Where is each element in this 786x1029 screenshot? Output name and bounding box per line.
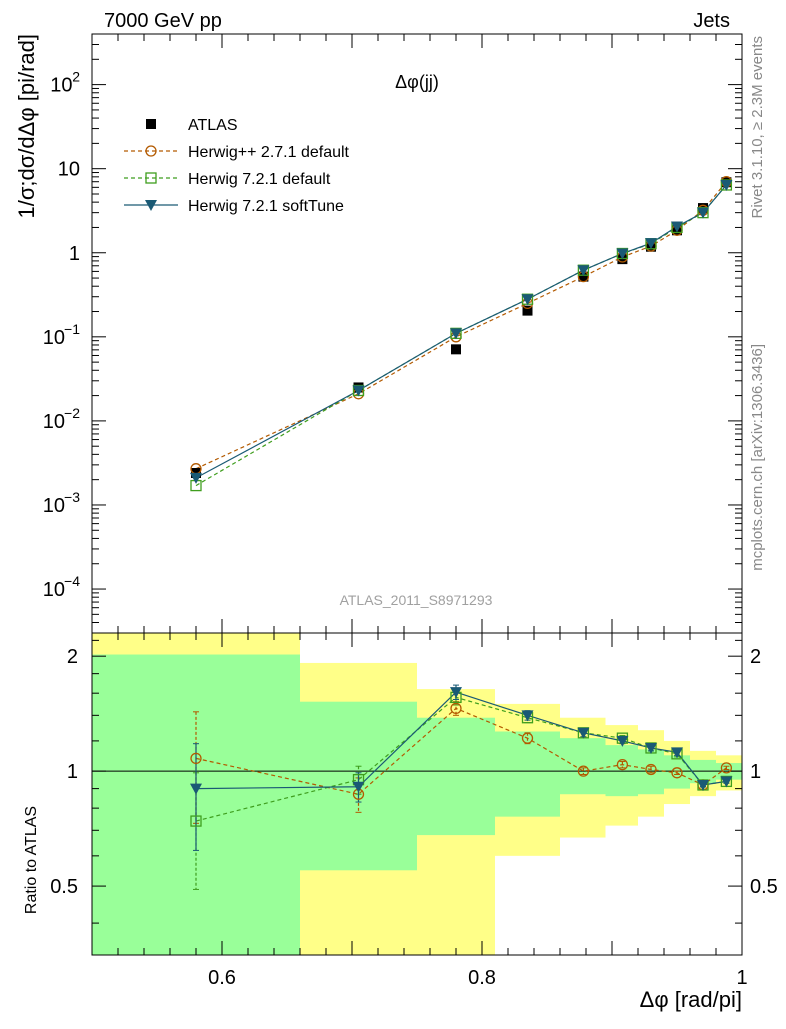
ratio-tick-label-right: 1 [750, 761, 761, 783]
y-tick-label: 10 [58, 159, 80, 181]
data-point-main [450, 328, 462, 340]
legend-marker [145, 200, 157, 211]
y-tick-label-exponent: −1 [64, 321, 80, 337]
legend-marker [146, 119, 156, 129]
analysis-id: ATLAS_2011_S8971293 [340, 592, 493, 608]
ratio-axis-label: Ratio to ATLAS [23, 806, 40, 914]
data-point-main [645, 238, 657, 250]
y-tick-label-exponent: −2 [64, 405, 80, 421]
data-point-ratio [645, 742, 657, 754]
data-point-ratio [190, 815, 202, 827]
data-point-main [451, 344, 461, 355]
x-tick-label: 0.6 [208, 967, 236, 989]
y-tick-label: 10 [43, 495, 65, 517]
y-tick-label-exponent: 2 [72, 69, 80, 85]
data-point-ratio [577, 765, 590, 777]
data-point-main [616, 248, 629, 260]
data-point-ratio [616, 735, 629, 747]
axis-ticks [91, 33, 743, 955]
ratio-tick-label-right: 0.5 [750, 876, 778, 898]
band-inner [605, 745, 638, 797]
series-line-main [195, 184, 727, 479]
data-point-main [352, 385, 365, 397]
data-markers [190, 176, 733, 827]
legend-label: Herwig 7.2.1 default [188, 171, 331, 188]
data-point-main [578, 271, 589, 282]
plot-frames [91, 33, 743, 956]
data-point-main [190, 472, 202, 484]
data-point-ratio [521, 710, 534, 722]
ratio-tick-label: 2 [67, 646, 78, 668]
mcplots-label: mcplots.cern.ch [arXiv:1306.3436] [749, 344, 766, 571]
data-point-ratio [720, 776, 733, 788]
data-point-ratio [450, 687, 462, 699]
data-point-ratio [521, 732, 534, 744]
y-axis-label: 1/σ;dσ/dΔφ [pi/rad] [14, 34, 39, 219]
data-point-main [671, 221, 683, 233]
y-tick-label-exponent: −4 [64, 573, 80, 589]
legend-marker [145, 145, 157, 157]
data-point-ratio [616, 758, 629, 771]
legend: ATLAS Herwig++ 2.7.1 default Herwig 7.2.1 … [124, 117, 350, 215]
plot-title: Δφ(jj) [395, 72, 439, 92]
data-point-ratio [450, 702, 462, 715]
y-tick-label-exponent: −3 [64, 489, 80, 505]
y-tick-label: 10 [43, 327, 65, 349]
rivet-label: Rivet 3.1.10, ≥ 2.3M events [749, 36, 766, 219]
header-right: Jets [693, 10, 730, 32]
series-lines [193, 181, 730, 890]
ratio-tick-label-right: 2 [750, 646, 761, 668]
data-point-ratio [190, 752, 202, 765]
data-point-ratio [577, 727, 590, 739]
ratio-tick-label: 1 [67, 761, 78, 783]
data-point-ratio [671, 747, 683, 759]
data-point-main [720, 179, 733, 191]
data-point-ratio [671, 767, 683, 779]
data-point-main [697, 207, 709, 219]
legend-label: Herwig++ 2.7.1 default [188, 144, 350, 161]
legend-label: ATLAS [188, 117, 238, 134]
ratio-frame [91, 632, 743, 956]
ratio-bands [92, 633, 742, 955]
ratio-tick-label: 0.5 [50, 876, 78, 898]
data-point-main [577, 265, 590, 277]
band-inner [495, 731, 560, 817]
series-line-ratio [195, 707, 727, 795]
data-point-main [521, 294, 534, 306]
y-tick-label: 10 [43, 411, 65, 433]
data-point-ratio [697, 779, 709, 791]
legend-marker [145, 172, 157, 184]
y-tick-label: 10 [43, 579, 65, 601]
x-tick-label: 1 [736, 967, 747, 989]
series-line-ratio [195, 696, 727, 822]
series-line-ratio [195, 691, 727, 790]
data-point-ratio [645, 763, 657, 776]
y-tick-label: 1 [69, 243, 80, 265]
x-tick-label: 0.8 [468, 967, 496, 989]
y-tick-label: 10 [50, 75, 72, 97]
data-point-ratio [720, 762, 733, 774]
data-point-ratio [352, 781, 365, 793]
band-inner [417, 717, 495, 836]
legend-label: Herwig 7.2.1 softTune [188, 198, 344, 215]
series-line-main [195, 181, 727, 470]
x-axis-label: Δφ [rad/pi] [640, 987, 742, 1012]
data-point-main [522, 305, 533, 316]
header-left: 7000 GeV pp [104, 10, 222, 32]
data-point-ratio [190, 783, 202, 795]
